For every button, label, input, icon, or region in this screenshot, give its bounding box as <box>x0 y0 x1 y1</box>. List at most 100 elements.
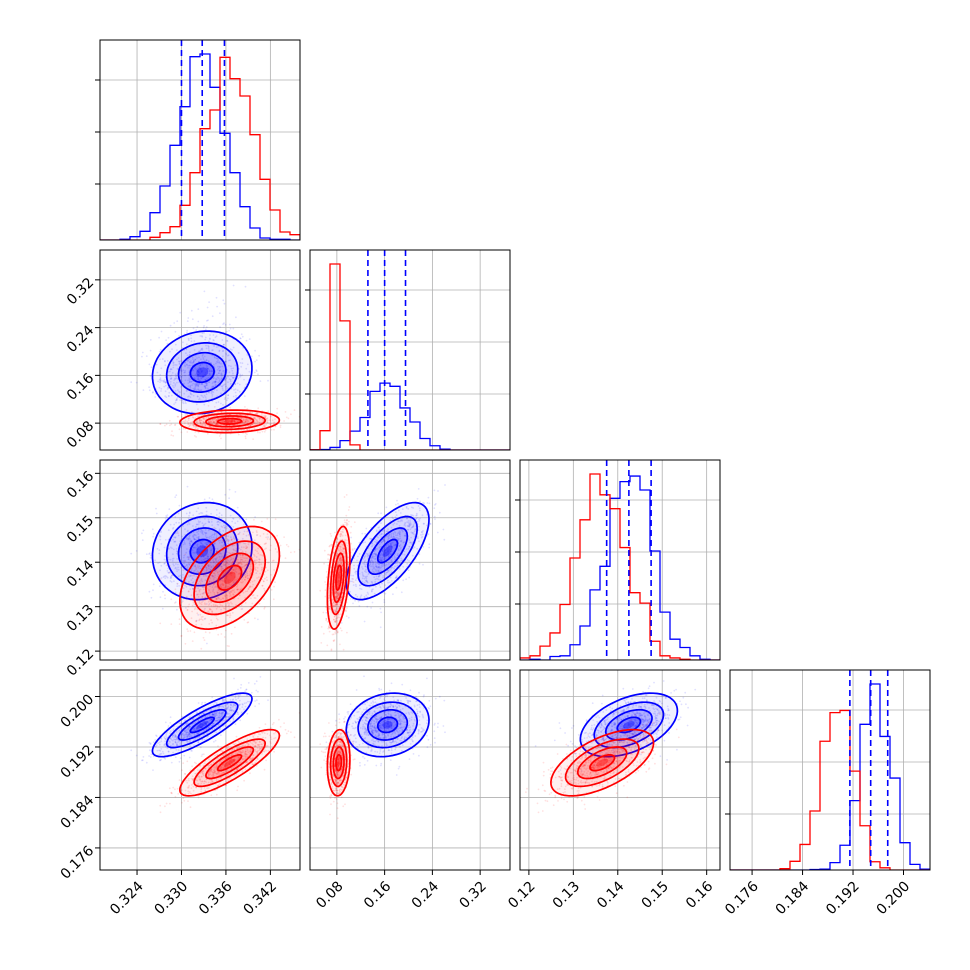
sample-point <box>390 526 393 529</box>
sample-point <box>342 548 345 551</box>
sample-point <box>199 350 201 353</box>
sample-point <box>222 583 225 586</box>
sample-point <box>391 560 394 563</box>
sample-point <box>214 562 217 565</box>
sample-point <box>384 557 387 559</box>
sample-point <box>389 552 392 555</box>
sample-point <box>400 560 402 562</box>
sample-point <box>200 616 203 618</box>
sample-point <box>201 615 204 618</box>
sample-point <box>382 549 384 552</box>
sample-point <box>226 597 228 600</box>
sample-point <box>201 395 204 397</box>
sample-point <box>200 369 203 372</box>
sample-point <box>187 605 190 608</box>
sample-point <box>362 575 365 577</box>
sample-point <box>163 546 166 549</box>
sample-point <box>400 519 403 521</box>
sample-point <box>333 616 336 618</box>
sample-point <box>394 565 396 568</box>
sample-point <box>201 335 203 337</box>
sample-point <box>337 593 340 596</box>
sample-point <box>249 419 252 421</box>
panel-background <box>100 670 300 870</box>
sample-point <box>196 612 199 615</box>
sample-point <box>226 558 229 561</box>
sample-point <box>148 389 151 392</box>
sample-point <box>241 556 244 558</box>
sample-point <box>182 559 185 562</box>
sample-point <box>200 618 203 621</box>
sample-point <box>228 592 231 594</box>
sample-point <box>387 554 390 557</box>
sample-point <box>229 421 232 424</box>
sample-point <box>210 370 213 372</box>
sample-point <box>237 352 240 354</box>
sample-point <box>236 551 239 553</box>
sample-point <box>338 590 340 593</box>
sample-point <box>213 583 216 585</box>
sample-point <box>375 553 377 556</box>
sample-point <box>273 428 275 431</box>
sample-point <box>339 600 341 603</box>
sample-point <box>169 370 171 373</box>
sample-point <box>207 319 209 322</box>
sample-point <box>230 538 233 541</box>
sample-point <box>206 543 209 546</box>
sample-point <box>336 595 339 598</box>
sample-point <box>193 537 195 540</box>
sample-point <box>256 550 258 553</box>
sample-point <box>199 399 202 402</box>
sample-point <box>241 374 244 376</box>
sample-point <box>334 632 337 635</box>
sample-point <box>199 544 202 547</box>
sample-point <box>232 593 235 596</box>
sample-point <box>355 585 357 588</box>
sample-point <box>235 604 237 606</box>
sample-point <box>242 419 245 421</box>
sample-point <box>213 533 216 536</box>
sample-point <box>189 588 192 590</box>
sample-point <box>398 561 401 564</box>
sample-point <box>184 559 186 562</box>
panel-background <box>100 460 300 660</box>
sample-point <box>396 532 399 535</box>
sample-point <box>276 534 278 537</box>
sample-point <box>207 340 210 343</box>
sample-point <box>241 537 244 540</box>
sample-point <box>141 355 143 358</box>
sample-point <box>261 568 263 571</box>
sample-point <box>380 512 382 515</box>
sample-point <box>377 566 380 569</box>
sample-point <box>254 417 256 420</box>
sample-point <box>337 580 340 582</box>
sample-point <box>245 418 248 421</box>
sample-point <box>190 569 193 572</box>
sample-point <box>396 562 399 565</box>
sample-point <box>214 381 216 384</box>
sample-point <box>198 618 201 621</box>
sample-point <box>225 561 228 563</box>
sample-point <box>341 558 343 561</box>
sample-point <box>208 421 211 424</box>
sample-point <box>207 421 210 424</box>
sample-point <box>214 384 217 387</box>
sample-point <box>214 378 217 380</box>
sample-point <box>176 358 178 361</box>
sample-point <box>207 610 210 613</box>
sample-point <box>345 610 347 612</box>
sample-point <box>196 357 198 359</box>
sample-point <box>223 560 225 563</box>
sample-point <box>177 415 180 418</box>
sample-point <box>230 568 232 571</box>
sample-point <box>197 385 200 388</box>
sample-point <box>336 541 338 544</box>
sample-point <box>254 559 256 562</box>
sample-point <box>176 381 178 384</box>
sample-point <box>221 597 224 600</box>
sample-point <box>152 532 155 535</box>
sample-point <box>413 522 416 524</box>
sample-point <box>349 580 352 583</box>
sample-point <box>224 572 227 575</box>
sample-point <box>198 565 201 568</box>
